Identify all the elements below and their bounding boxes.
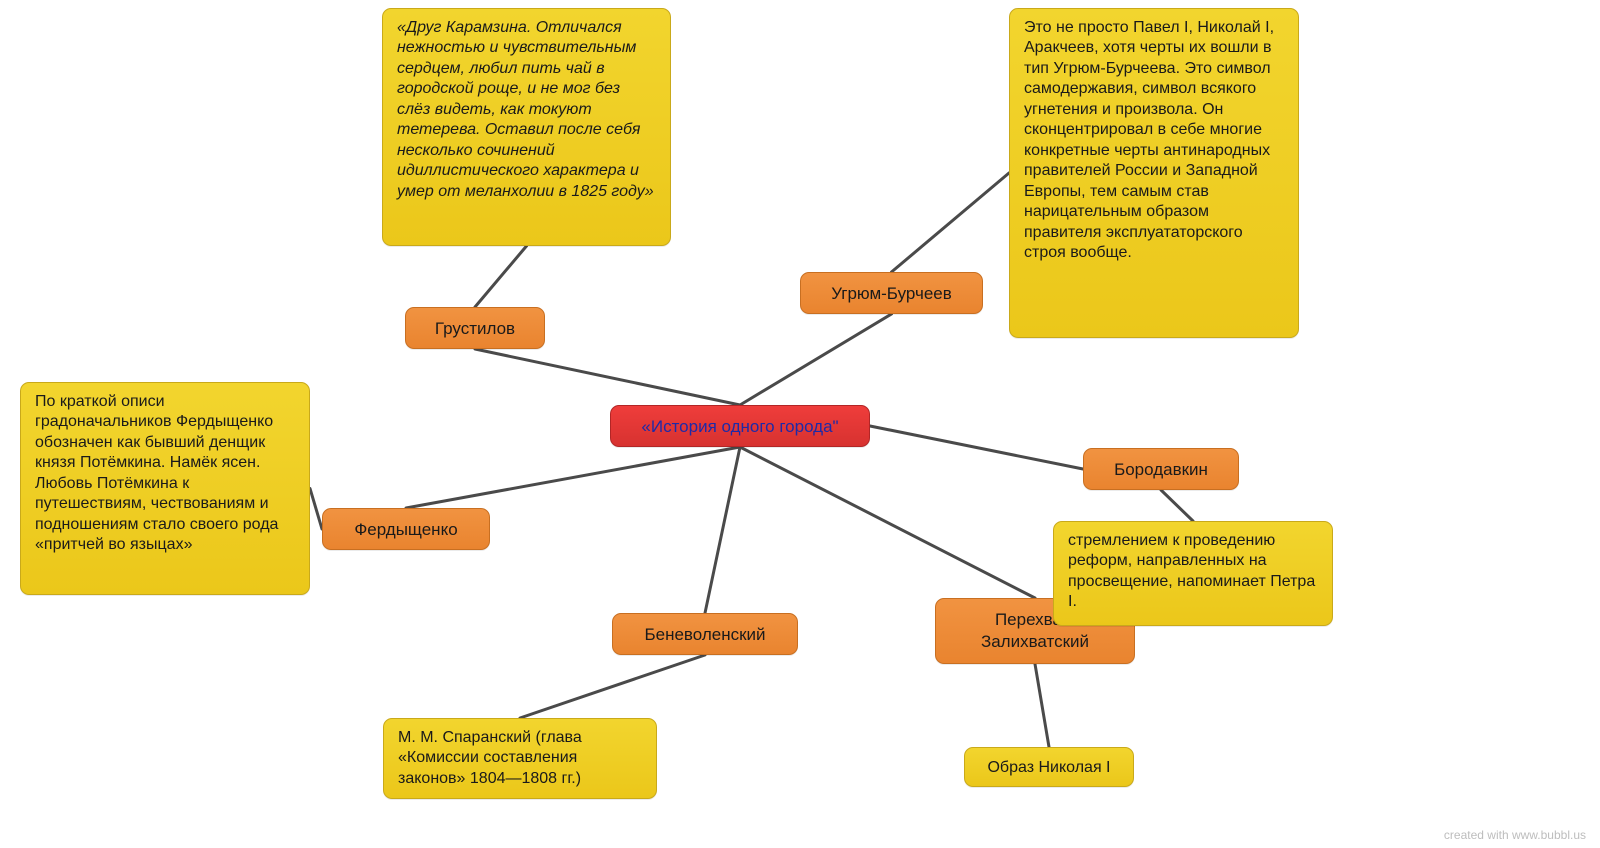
node-label: стремлением к проведению реформ, направл… — [1068, 532, 1315, 610]
node-label: Угрюм-Бурчеев — [831, 284, 952, 303]
node-label: Беневоленский — [644, 625, 765, 644]
node-label: М. М. Спаранский (глава «Комиссии состав… — [398, 729, 582, 787]
node-grustilov[interactable]: Грустилов — [405, 307, 545, 349]
node-ugryum-desc[interactable]: Это не просто Павел I, Николай I, Аракче… — [1009, 8, 1299, 338]
node-label: Грустилов — [435, 319, 515, 338]
node-label: По краткой описи градоначальников Фердыщ… — [35, 393, 278, 553]
node-label: «Друг Карамзина. Отличался нежностью и ч… — [397, 19, 654, 200]
node-ferdy-desc[interactable]: По краткой описи градоначальников Фердыщ… — [20, 382, 310, 595]
node-benev[interactable]: Беневоленский — [612, 613, 798, 655]
node-label: Образ Николая I — [987, 759, 1110, 776]
node-center-label: «История одного города" — [641, 417, 838, 436]
node-ugryum[interactable]: Угрюм-Бурчеев — [800, 272, 983, 314]
node-label: Бородавкин — [1114, 460, 1208, 479]
node-label: Фердыщенко — [354, 520, 457, 539]
node-label: Это не просто Павел I, Николай I, Аракче… — [1024, 19, 1274, 261]
node-perehvat-desc[interactable]: Образ Николая I — [964, 747, 1134, 787]
watermark: created with www.bubbl.us — [1444, 828, 1586, 842]
node-ferdy[interactable]: Фердыщенко — [322, 508, 490, 550]
node-center[interactable]: «История одного города" — [610, 405, 870, 447]
node-benev-desc[interactable]: М. М. Спаранский (глава «Комиссии состав… — [383, 718, 657, 799]
mindmap-canvas: «История одного города" Грустилов «Друг … — [0, 0, 1600, 848]
node-borodav-desc[interactable]: стремлением к проведению реформ, направл… — [1053, 521, 1333, 626]
node-grustilov-desc[interactable]: «Друг Карамзина. Отличался нежностью и ч… — [382, 8, 671, 246]
node-borodav[interactable]: Бородавкин — [1083, 448, 1239, 490]
